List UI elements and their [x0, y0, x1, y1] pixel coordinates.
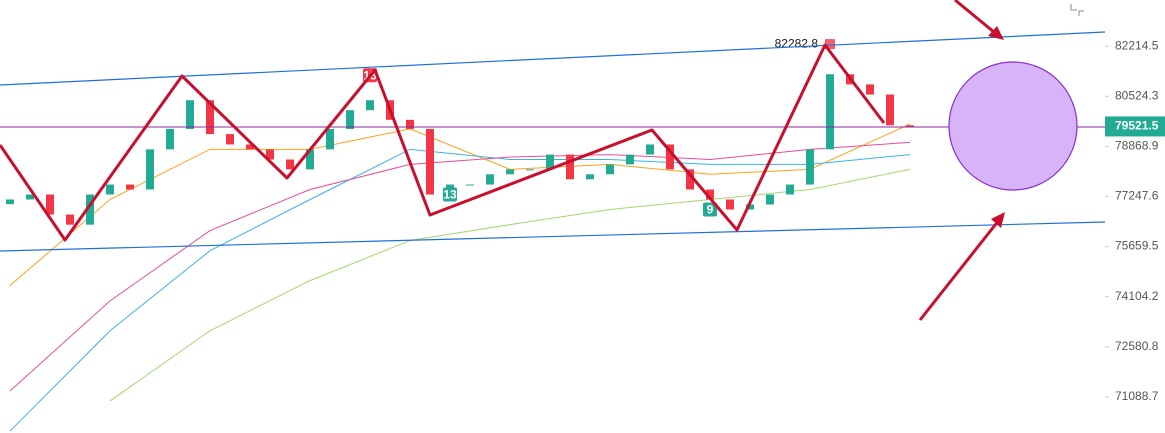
y-tick-label: 74104.2 — [1115, 289, 1159, 303]
candle — [346, 110, 354, 129]
y-tick-label: 75659.5 — [1115, 239, 1159, 253]
moving-average — [9, 148, 911, 432]
candle — [366, 100, 374, 111]
candle — [826, 74, 834, 150]
candle — [86, 194, 94, 225]
candle — [206, 100, 214, 135]
candle — [66, 214, 74, 225]
candle — [806, 149, 814, 185]
candle — [166, 128, 174, 150]
candle — [606, 164, 614, 175]
candle — [246, 144, 254, 150]
candle — [226, 134, 234, 145]
zigzag — [0, 0, 1005, 321]
marker-label: 9 — [707, 203, 714, 217]
candle — [146, 149, 154, 190]
candle — [746, 204, 754, 210]
candle — [646, 144, 654, 155]
candle — [46, 194, 54, 215]
arrow-head — [991, 212, 1005, 228]
arrow — [954, 0, 1001, 39]
moving-average — [9, 141, 911, 392]
highlight-circle — [948, 61, 1078, 191]
marker-label: 13 — [443, 188, 457, 202]
arrow — [918, 214, 1005, 321]
last-price-label: 79521.5 — [1115, 119, 1159, 133]
y-tick-label: 77247.6 — [1115, 189, 1159, 203]
y-tick-label: 71088.7 — [1115, 389, 1159, 403]
candle — [566, 154, 574, 180]
candle — [126, 184, 134, 190]
candle — [706, 189, 714, 200]
arrow-head — [988, 26, 1004, 40]
candle — [906, 125, 914, 127]
candle — [466, 184, 474, 186]
candle — [866, 84, 874, 95]
candle — [266, 149, 274, 160]
candle — [486, 174, 494, 185]
marker-box — [443, 187, 457, 202]
candle — [526, 169, 534, 171]
candle — [106, 184, 114, 195]
lower-channel — [0, 221, 1106, 252]
fullscreen-icon[interactable] — [1070, 4, 1084, 16]
moving-average — [9, 123, 911, 286]
candle — [686, 169, 694, 190]
peak-label: 82282.8 — [775, 36, 819, 50]
y-tick-label: 82214.5 — [1115, 38, 1159, 52]
candle — [426, 128, 434, 195]
candle — [306, 149, 314, 170]
zigzag-path — [0, 43, 886, 242]
moving-average — [109, 168, 911, 402]
y-tick-label: 78868.9 — [1115, 139, 1159, 153]
candle — [406, 119, 414, 129]
candle — [26, 194, 34, 200]
candle — [726, 199, 734, 210]
candle — [626, 154, 634, 165]
last-price-box — [1105, 116, 1165, 137]
arrow-heads — [988, 26, 1005, 228]
y-tick-label: 72580.8 — [1115, 339, 1159, 353]
candle — [586, 174, 594, 180]
candle — [666, 144, 674, 170]
icon-path — [1070, 4, 1084, 16]
candle — [186, 100, 194, 129]
price-axis: 82214.5 80524.3 78868.9 77247.6 75659.5 74104… — [1105, 38, 1165, 403]
y-tick-label: 80524.3 — [1115, 88, 1159, 102]
marker-box — [703, 202, 717, 217]
candle — [546, 154, 554, 170]
candle — [886, 94, 894, 126]
candle — [766, 194, 774, 205]
candle — [506, 169, 514, 175]
candle — [6, 199, 14, 205]
candle — [786, 184, 794, 195]
peak-marker — [825, 39, 835, 50]
candle — [286, 159, 294, 170]
candle — [326, 128, 334, 150]
